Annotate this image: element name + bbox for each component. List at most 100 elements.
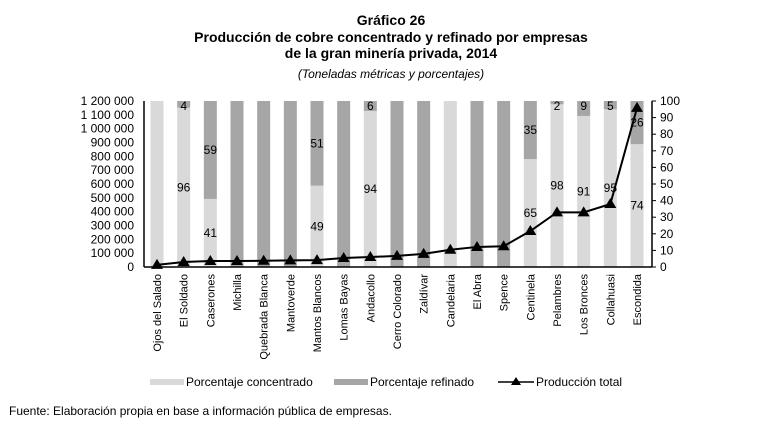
- bar-refinado: [390, 101, 404, 267]
- right-tick-label: 30: [660, 210, 674, 224]
- production-marker: [497, 240, 510, 251]
- production-marker: [631, 101, 643, 112]
- bar-refinado: [603, 101, 617, 110]
- x-tick-label: Caserones: [205, 274, 217, 328]
- x-tick-label: Centinela: [525, 273, 537, 320]
- right-tick-label: 40: [660, 194, 674, 208]
- left-tick-label: 700 000: [91, 163, 135, 177]
- x-tick-label: Lomas Bayas: [339, 274, 351, 341]
- legend-label-produccion: Producción total: [536, 375, 622, 389]
- x-tick-label: Pelambres: [552, 274, 564, 327]
- bar-concentrado: [363, 110, 377, 268]
- right-tick-label: 10: [660, 243, 674, 257]
- bar-concentrado: [523, 159, 537, 267]
- chart-title: Gráfico 26: [356, 12, 426, 28]
- bar-refinado: [577, 101, 591, 116]
- data-label-concentrado: 91: [577, 184, 591, 198]
- right-tick-label: 90: [660, 111, 674, 125]
- right-tick-label: 100: [660, 94, 680, 108]
- left-tick-label: 400 000: [91, 205, 135, 219]
- bar-refinado: [523, 101, 537, 160]
- data-label-refinado: 5: [607, 99, 614, 113]
- production-marker: [151, 258, 163, 269]
- right-tick-label: 60: [660, 160, 674, 174]
- left-tick-label: 300 000: [91, 219, 135, 233]
- bar-concentrado: [203, 198, 217, 267]
- legend-swatch-refinado: [334, 379, 368, 385]
- bar-refinado: [363, 101, 377, 111]
- bar-refinado: [470, 101, 484, 267]
- data-label-concentrado: 94: [364, 182, 378, 196]
- left-tick-label: 800 000: [91, 149, 135, 163]
- data-label-concentrado: 98: [550, 179, 564, 193]
- right-tick-label: 20: [660, 227, 674, 241]
- left-tick-label: 500 000: [91, 191, 135, 205]
- x-tick-label: Ojos del Salado: [152, 274, 164, 352]
- data-label-concentrado: 74: [630, 199, 644, 213]
- bar-refinado: [310, 101, 324, 186]
- production-marker: [204, 255, 217, 266]
- bar-refinado: [177, 101, 191, 108]
- data-label-refinado: 4: [180, 99, 187, 113]
- bar-concentrado: [603, 109, 617, 267]
- legend-marker-produccion: [511, 377, 521, 385]
- x-tick-label: Los Bronces: [579, 274, 591, 336]
- production-marker: [524, 225, 537, 236]
- production-marker: [284, 254, 297, 265]
- source-note: Fuente: Elaboración propia en base a inf…: [9, 404, 392, 418]
- legend-label-concentrado: Porcentaje concentrado: [186, 375, 313, 389]
- bar-concentrado: [443, 101, 457, 267]
- production-marker: [337, 252, 350, 263]
- production-marker: [311, 254, 323, 265]
- bar-concentrado: [310, 185, 324, 267]
- x-tick-label: Andacollo: [365, 274, 377, 322]
- bar-concentrado: [150, 101, 164, 267]
- data-label-concentrado: 65: [524, 206, 538, 220]
- data-label-concentrado: 96: [177, 180, 191, 194]
- production-marker: [364, 251, 377, 262]
- x-tick-label: Michilla: [232, 273, 244, 311]
- bar-refinado: [550, 101, 564, 105]
- left-tick-label: 1 000 000: [81, 122, 135, 136]
- bar-concentrado: [550, 104, 564, 267]
- left-tick-label: 200 000: [91, 232, 135, 246]
- chart-title-line-2: Producción de cobre concentrado y refina…: [194, 29, 588, 45]
- data-label-refinado: 51: [310, 136, 324, 150]
- left-tick-label: 600 000: [91, 177, 135, 191]
- production-marker: [551, 206, 563, 217]
- x-tick-label: Mantoverde: [285, 274, 297, 332]
- x-tick-label: El Soldado: [179, 274, 191, 327]
- production-marker: [604, 198, 617, 209]
- x-tick-label: Zaldívar: [419, 274, 431, 314]
- legend-label-refinado: Porcentaje refinado: [370, 375, 474, 389]
- right-tick-label: 50: [660, 177, 674, 191]
- data-label-refinado: 6: [367, 99, 374, 113]
- data-label-refinado: 59: [204, 143, 218, 157]
- bar-concentrado: [177, 107, 191, 267]
- bar-refinado: [417, 101, 431, 267]
- bar-refinado: [257, 101, 271, 267]
- x-tick-label: Collahuasi: [605, 274, 617, 325]
- production-marker: [471, 240, 483, 251]
- bar-refinado: [283, 101, 297, 267]
- x-tick-label: Mantos Blancos: [312, 274, 324, 353]
- bar-refinado: [203, 101, 217, 199]
- production-marker: [177, 256, 190, 267]
- left-tick-label: 100 000: [91, 246, 135, 260]
- production-marker: [577, 206, 590, 217]
- bar-concentrado: [577, 115, 591, 267]
- legend-swatch-concentrado: [150, 379, 184, 385]
- right-tick-label: 70: [660, 144, 674, 158]
- bar-concentrado: [630, 144, 644, 267]
- x-tick-label: Quebrada Blanca: [259, 273, 271, 359]
- production-marker: [257, 254, 270, 265]
- production-marker: [231, 255, 243, 266]
- production-marker: [444, 243, 457, 254]
- right-tick-label: 80: [660, 127, 674, 141]
- chart-subtitle: (Toneladas métricas y porcentajes): [297, 67, 485, 81]
- data-label-refinado: 35: [524, 123, 538, 137]
- data-label-refinado: 9: [580, 99, 587, 113]
- production-marker: [417, 247, 430, 258]
- x-tick-label: El Abra: [472, 273, 484, 309]
